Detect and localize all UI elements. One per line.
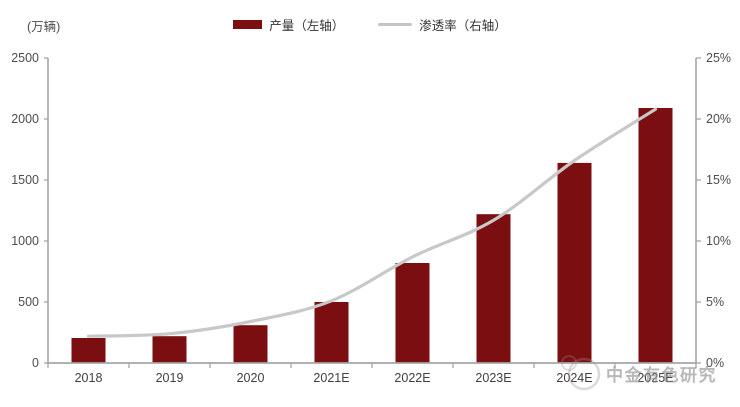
y-axis-right-tick-label: 20% xyxy=(706,112,731,126)
penetration-line xyxy=(86,107,658,338)
y-axis-unit-label: (万辆) xyxy=(27,20,61,34)
bar-2020 xyxy=(233,325,268,363)
y-axis-right-tick-label: 5% xyxy=(706,295,724,309)
y-axis-right-tick-label: 25% xyxy=(706,51,731,65)
bar-2019 xyxy=(152,336,187,363)
bar-2024E xyxy=(557,162,592,363)
x-axis-label-2024E: 2024E xyxy=(556,371,592,385)
y-axis-left-tick-label: 500 xyxy=(18,295,39,309)
x-axis-label-2018: 2018 xyxy=(75,371,103,385)
bar-2025E xyxy=(638,108,673,363)
x-axis-label-2021E: 2021E xyxy=(313,371,349,385)
x-axis-label-2022E: 2022E xyxy=(394,371,430,385)
bar-2021E xyxy=(314,302,349,363)
y-axis-left-tick-label: 1500 xyxy=(11,173,39,187)
legend: 产量（左轴） 渗透率（右轴） xyxy=(0,15,740,34)
legend-item-penetration: 渗透率（右轴） xyxy=(378,15,507,34)
y-axis-left-tick-label: 2500 xyxy=(11,51,39,65)
y-axis-right-tick-label: 10% xyxy=(706,234,731,248)
x-axis-label-2025E: 2025E xyxy=(637,371,673,385)
x-axis-label-2020: 2020 xyxy=(237,371,265,385)
bar-2023E xyxy=(476,214,511,363)
y-axis-left-tick-label: 1000 xyxy=(11,234,39,248)
bar-2018 xyxy=(71,338,106,363)
legend-label-penetration: 渗透率（右轴） xyxy=(419,19,507,33)
legend-label-production: 产量（左轴） xyxy=(269,19,345,33)
line-swatch-icon xyxy=(378,23,413,26)
legend-item-production: 产量（左轴） xyxy=(233,15,344,34)
y-axis-left-tick-label: 2000 xyxy=(11,112,39,126)
y-axis-left-tick-label: 0 xyxy=(32,356,39,370)
bar-swatch-icon xyxy=(233,20,263,29)
x-axis-label-2023E: 2023E xyxy=(475,371,511,385)
bar-2022E xyxy=(395,263,430,363)
x-axis-label-2019: 2019 xyxy=(156,371,184,385)
y-axis-right-tick-label: 0% xyxy=(706,356,724,370)
y-axis-right-tick-label: 15% xyxy=(706,173,731,187)
